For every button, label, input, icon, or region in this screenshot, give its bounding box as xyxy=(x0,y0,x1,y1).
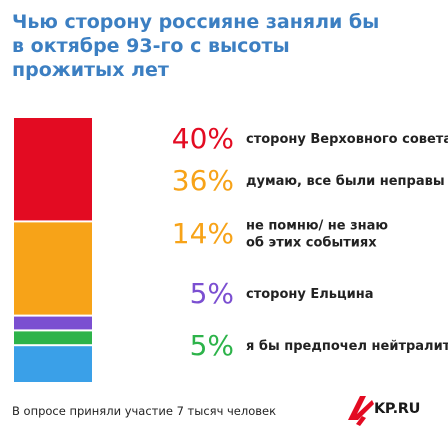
category-label-1: сторону Верховного совета xyxy=(246,132,448,147)
stack-segment-5 xyxy=(14,331,92,345)
category-label-2: думаю, все были неправы xyxy=(246,174,445,189)
category-label-3-line-1: не помню/ не знаю xyxy=(246,219,388,234)
survey-footnote: В опросе приняли участие 7 тысяч человек xyxy=(12,404,277,418)
value-label-2: 36% xyxy=(172,164,234,197)
chart-title: Чью сторону россияне заняли бы в октябре… xyxy=(12,10,442,82)
kp-bird-icon xyxy=(348,396,374,426)
stack-segment-2 xyxy=(14,222,92,315)
stack-segment-3 xyxy=(14,346,92,382)
kp-logo[interactable]: KP.RU xyxy=(346,390,442,430)
title-line-1: Чью сторону россияне заняли бы xyxy=(12,11,380,33)
value-label-3: 14% xyxy=(172,217,234,250)
title-line-3: прожитых лет xyxy=(12,59,169,81)
category-label-3-line-2: об этих событиях xyxy=(246,236,377,251)
title-line-2: в октябре 93-го с высоты xyxy=(12,35,290,57)
value-label-5: 5% xyxy=(190,329,234,362)
category-label-4: сторону Ельцина xyxy=(246,287,374,302)
value-label-4: 5% xyxy=(190,277,234,310)
value-label-1: 40% xyxy=(172,122,234,155)
category-label-5: я бы предпочел нейтралитет xyxy=(246,339,448,354)
logo-text: KP.RU xyxy=(374,401,421,417)
stack-segment-4 xyxy=(14,316,92,330)
stack-segment-1 xyxy=(14,118,92,221)
